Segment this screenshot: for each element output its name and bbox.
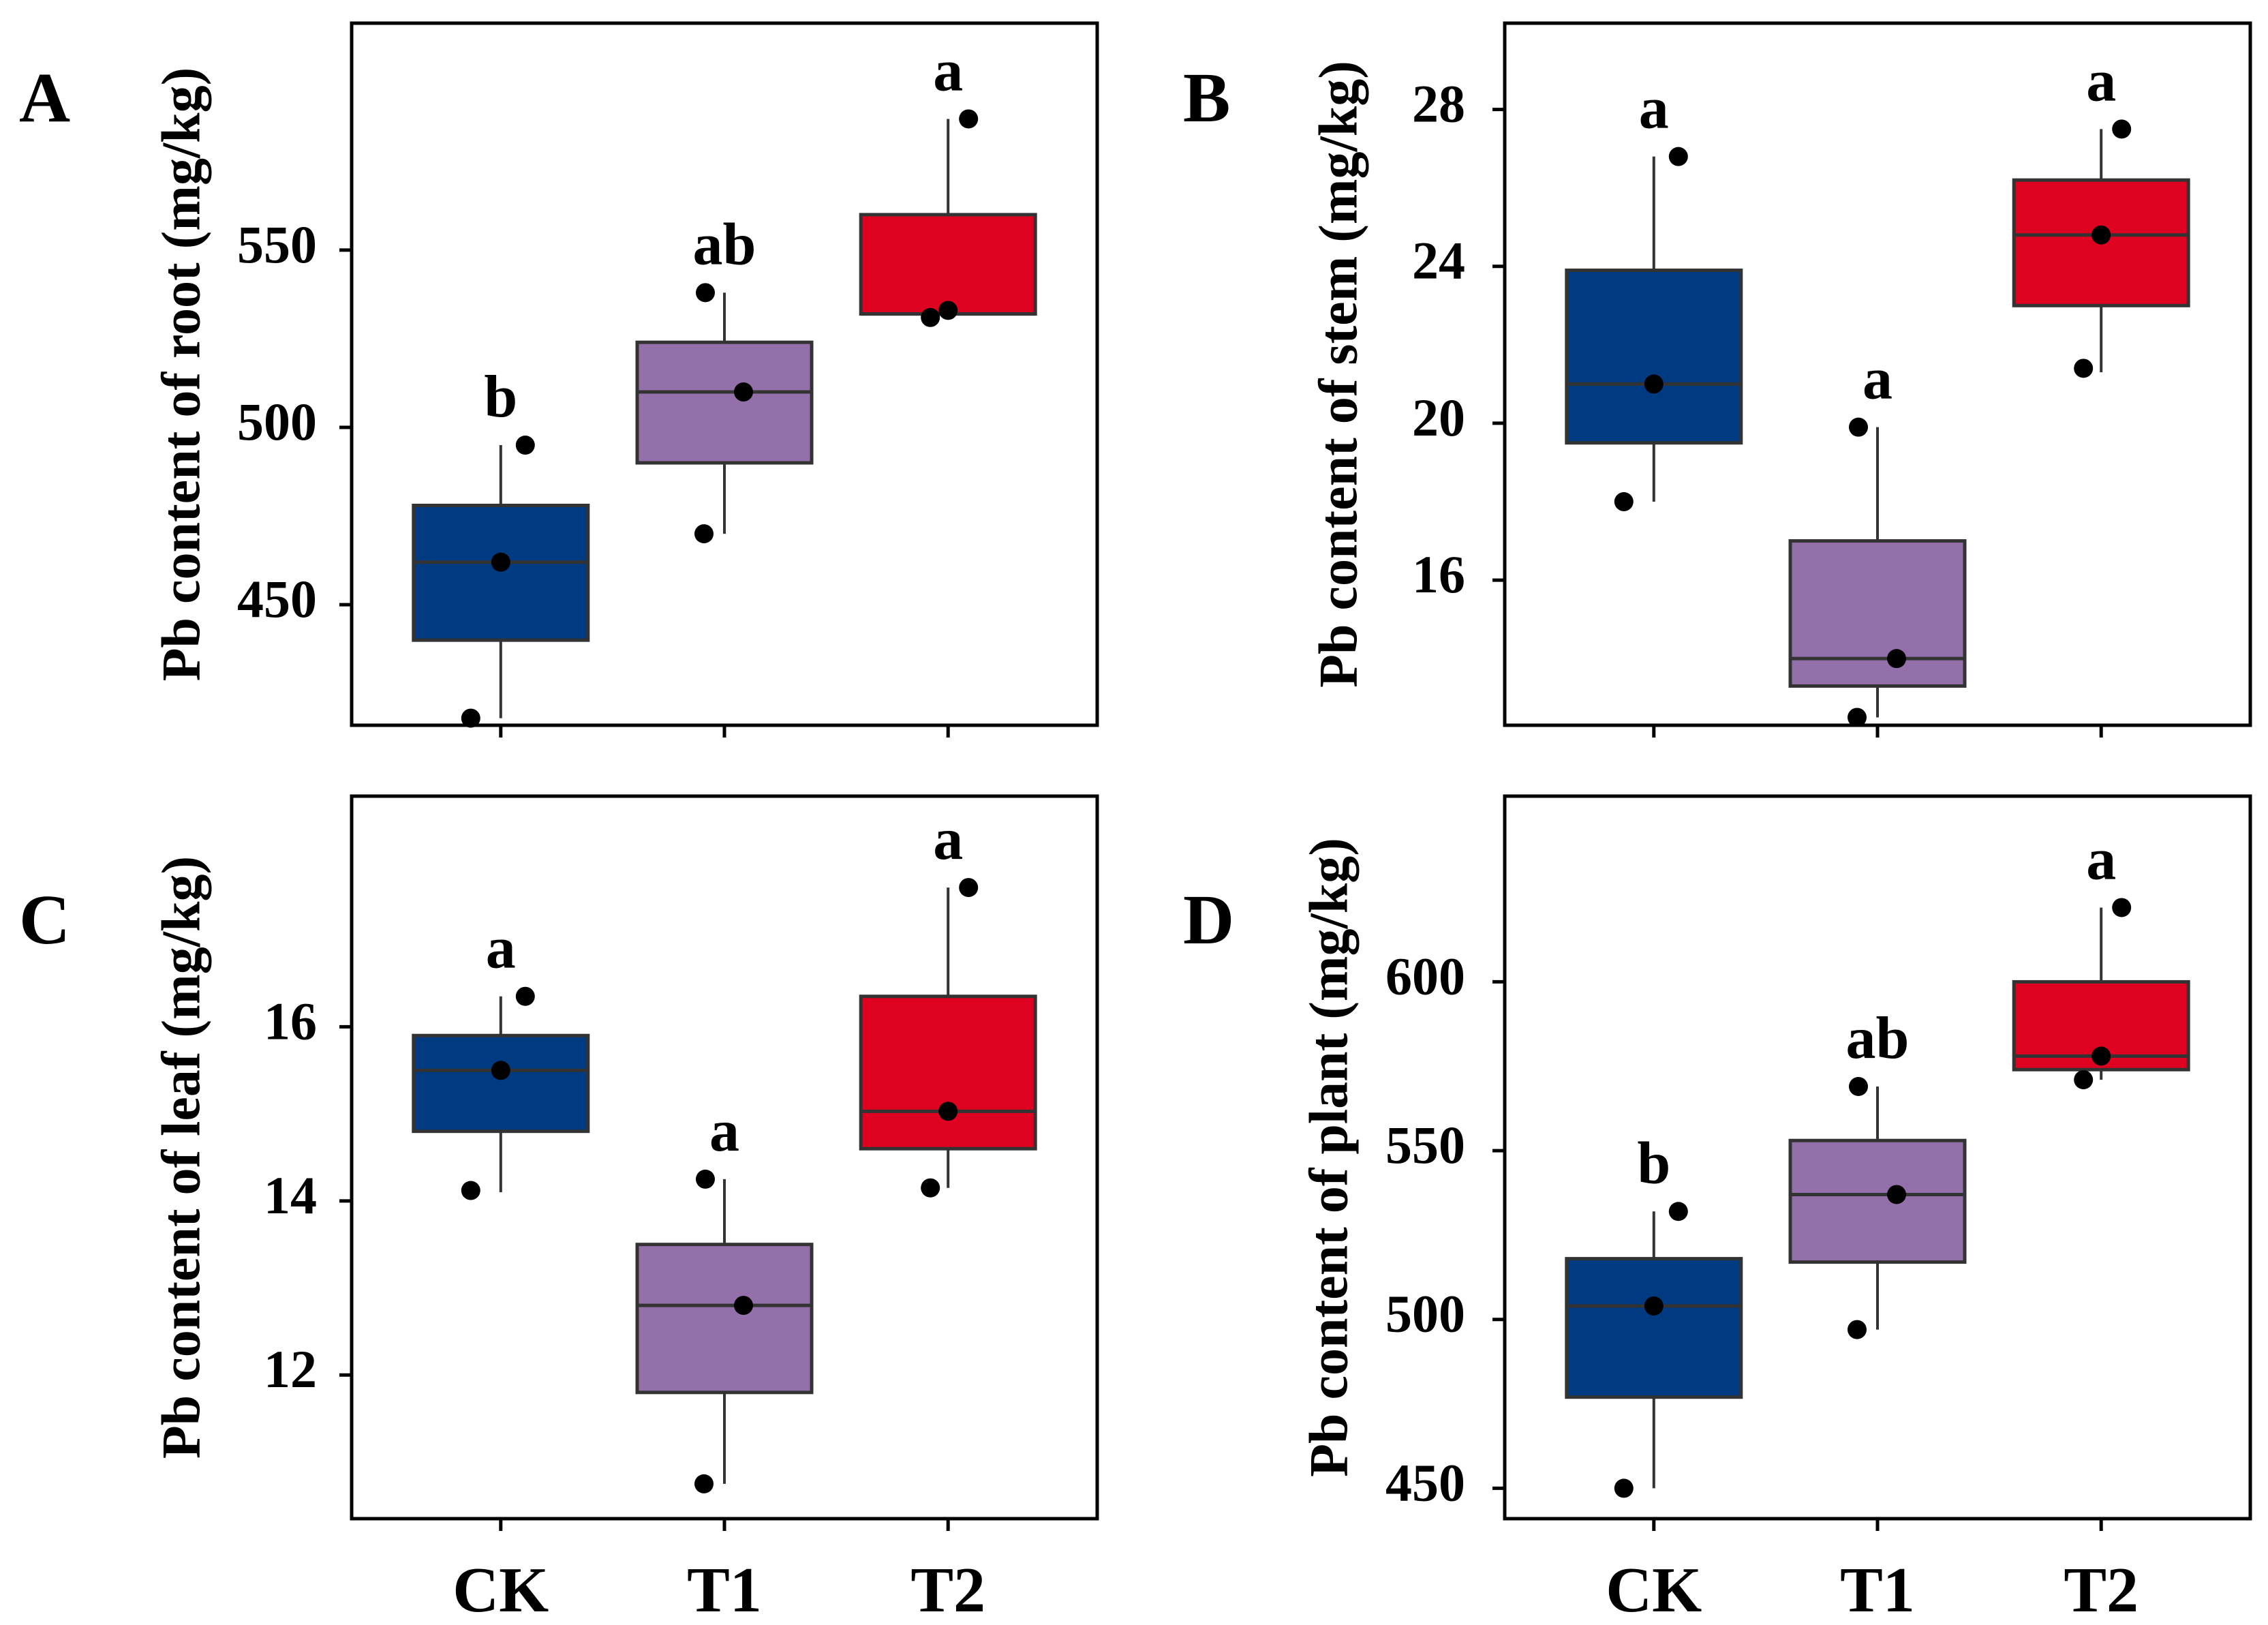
box-t1 [635,340,814,465]
data-point-t2 [959,878,979,898]
plot-frame [1503,794,2252,1521]
box-ck [1565,269,1743,445]
significance-letter-t2: a [2086,826,2116,892]
box-t1 [1788,539,1967,688]
y-axis-label: Pb content of root (mg/kg) [151,67,211,682]
data-point-t2 [2112,898,2132,917]
y-axis-label: Pb content of leaf (mg/kg) [151,856,211,1459]
significance-letter-t1: a [709,1098,739,1164]
y-tick-label: 28 [1412,74,1465,133]
significance-letter-ck: b [484,364,517,430]
y-tick-label: 12 [264,1339,317,1399]
data-point-ck [515,986,535,1006]
data-point-t1 [734,1296,753,1316]
box-t1 [635,1243,814,1395]
y-tick-label: 600 [1385,946,1465,1005]
x-tick-label-t1: T1 [1840,1555,1915,1625]
data-point-t1 [1849,417,1868,437]
data-point-t1 [734,382,753,402]
panel-letter: D [1183,881,1234,959]
data-point-t2 [2091,1046,2111,1066]
box-ck [412,503,590,642]
plot-frame [1503,21,2252,727]
significance-letter-t1: ab [1846,1005,1910,1072]
data-point-t1 [1848,708,1867,727]
x-tick-label-t1: T1 [687,1555,762,1625]
panel-a: A Pb content of root (mg/kg) 450 500 550 b ab a [19,21,1099,738]
data-point-t2 [2074,1070,2094,1090]
data-point-ck [1668,1202,1688,1221]
data-point-ck [1644,1296,1664,1316]
data-point-ck [491,552,510,572]
data-point-ck [1668,147,1688,166]
y-tick-label: 550 [1385,1115,1465,1174]
data-point-ck [491,1061,510,1080]
y-tick-label: 24 [1412,231,1465,290]
y-tick-label: 450 [237,569,317,628]
significance-letter-ck: b [1637,1130,1670,1196]
x-tick-label-ck: CK [1606,1555,1702,1625]
data-point-t2 [959,109,979,129]
data-point-ck [1644,374,1664,394]
box-ck [412,1033,590,1134]
significance-letter-ck: a [486,915,516,982]
data-point-ck [461,1181,480,1200]
significance-letter-ck: a [1639,76,1669,142]
data-point-t1 [1887,649,1906,669]
panel-b: B Pb content of stem (mg/kg) 16 20 24 28 a a a [1183,21,2252,738]
x-tick-label-t2: T2 [910,1555,985,1625]
y-tick-label: 550 [237,215,317,274]
data-point-t1 [1887,1185,1906,1204]
y-tick-label: 16 [1412,545,1465,604]
y-axis-label: Pb content of plant (mg/kg) [1299,838,1359,1477]
significance-letter-t2: a [933,37,963,104]
data-point-t2 [2112,119,2132,139]
data-point-t2 [2074,359,2094,378]
y-tick-label: 16 [264,991,317,1050]
panel-letter: C [19,881,70,959]
data-point-t1 [696,283,715,303]
data-point-ck [1614,1478,1634,1498]
data-point-t2 [2091,225,2111,245]
y-axis-label: Pb content of stem (mg/kg) [1308,61,1368,688]
y-tick-label: 14 [264,1166,317,1225]
y-tick-label: 500 [1385,1284,1465,1343]
panel-letter: A [19,59,70,137]
data-point-t1 [696,1169,715,1189]
significance-letter-t1: ab [693,211,756,277]
data-point-t1 [1848,1320,1867,1339]
y-tick-label: 20 [1412,388,1465,447]
plot-frame [350,794,1099,1521]
box-ck [1565,1257,1743,1399]
significance-letter-t1: a [1863,346,1892,412]
data-point-ck [1614,492,1634,512]
significance-letter-t2: a [933,806,963,872]
significance-letter-t2: a [2086,48,2116,114]
data-point-ck [515,436,535,455]
data-point-t2 [921,307,940,327]
plot-frame [350,21,1099,727]
panel-letter: B [1183,59,1230,137]
data-point-t1 [1849,1076,1868,1096]
box-t2 [859,213,1037,316]
y-tick-label: 500 [237,392,317,451]
data-point-t2 [938,301,958,320]
data-point-t1 [694,1474,714,1493]
panel-d: D Pb content of plant (mg/kg) 450 500 550 600… [1183,794,2252,1625]
data-point-t2 [938,1102,958,1121]
data-point-t1 [694,524,714,544]
x-tick-label-ck: CK [453,1555,549,1625]
panel-c: C Pb content of leaf (mg/kg) 12 14 16 a CK a T1 a… [19,794,1099,1625]
box-t1 [1788,1138,1967,1264]
y-tick-label: 450 [1385,1453,1465,1512]
box-t2 [859,994,1037,1151]
data-point-t2 [921,1178,940,1198]
data-point-ck [461,708,480,728]
x-tick-label-t2: T2 [2064,1555,2139,1625]
